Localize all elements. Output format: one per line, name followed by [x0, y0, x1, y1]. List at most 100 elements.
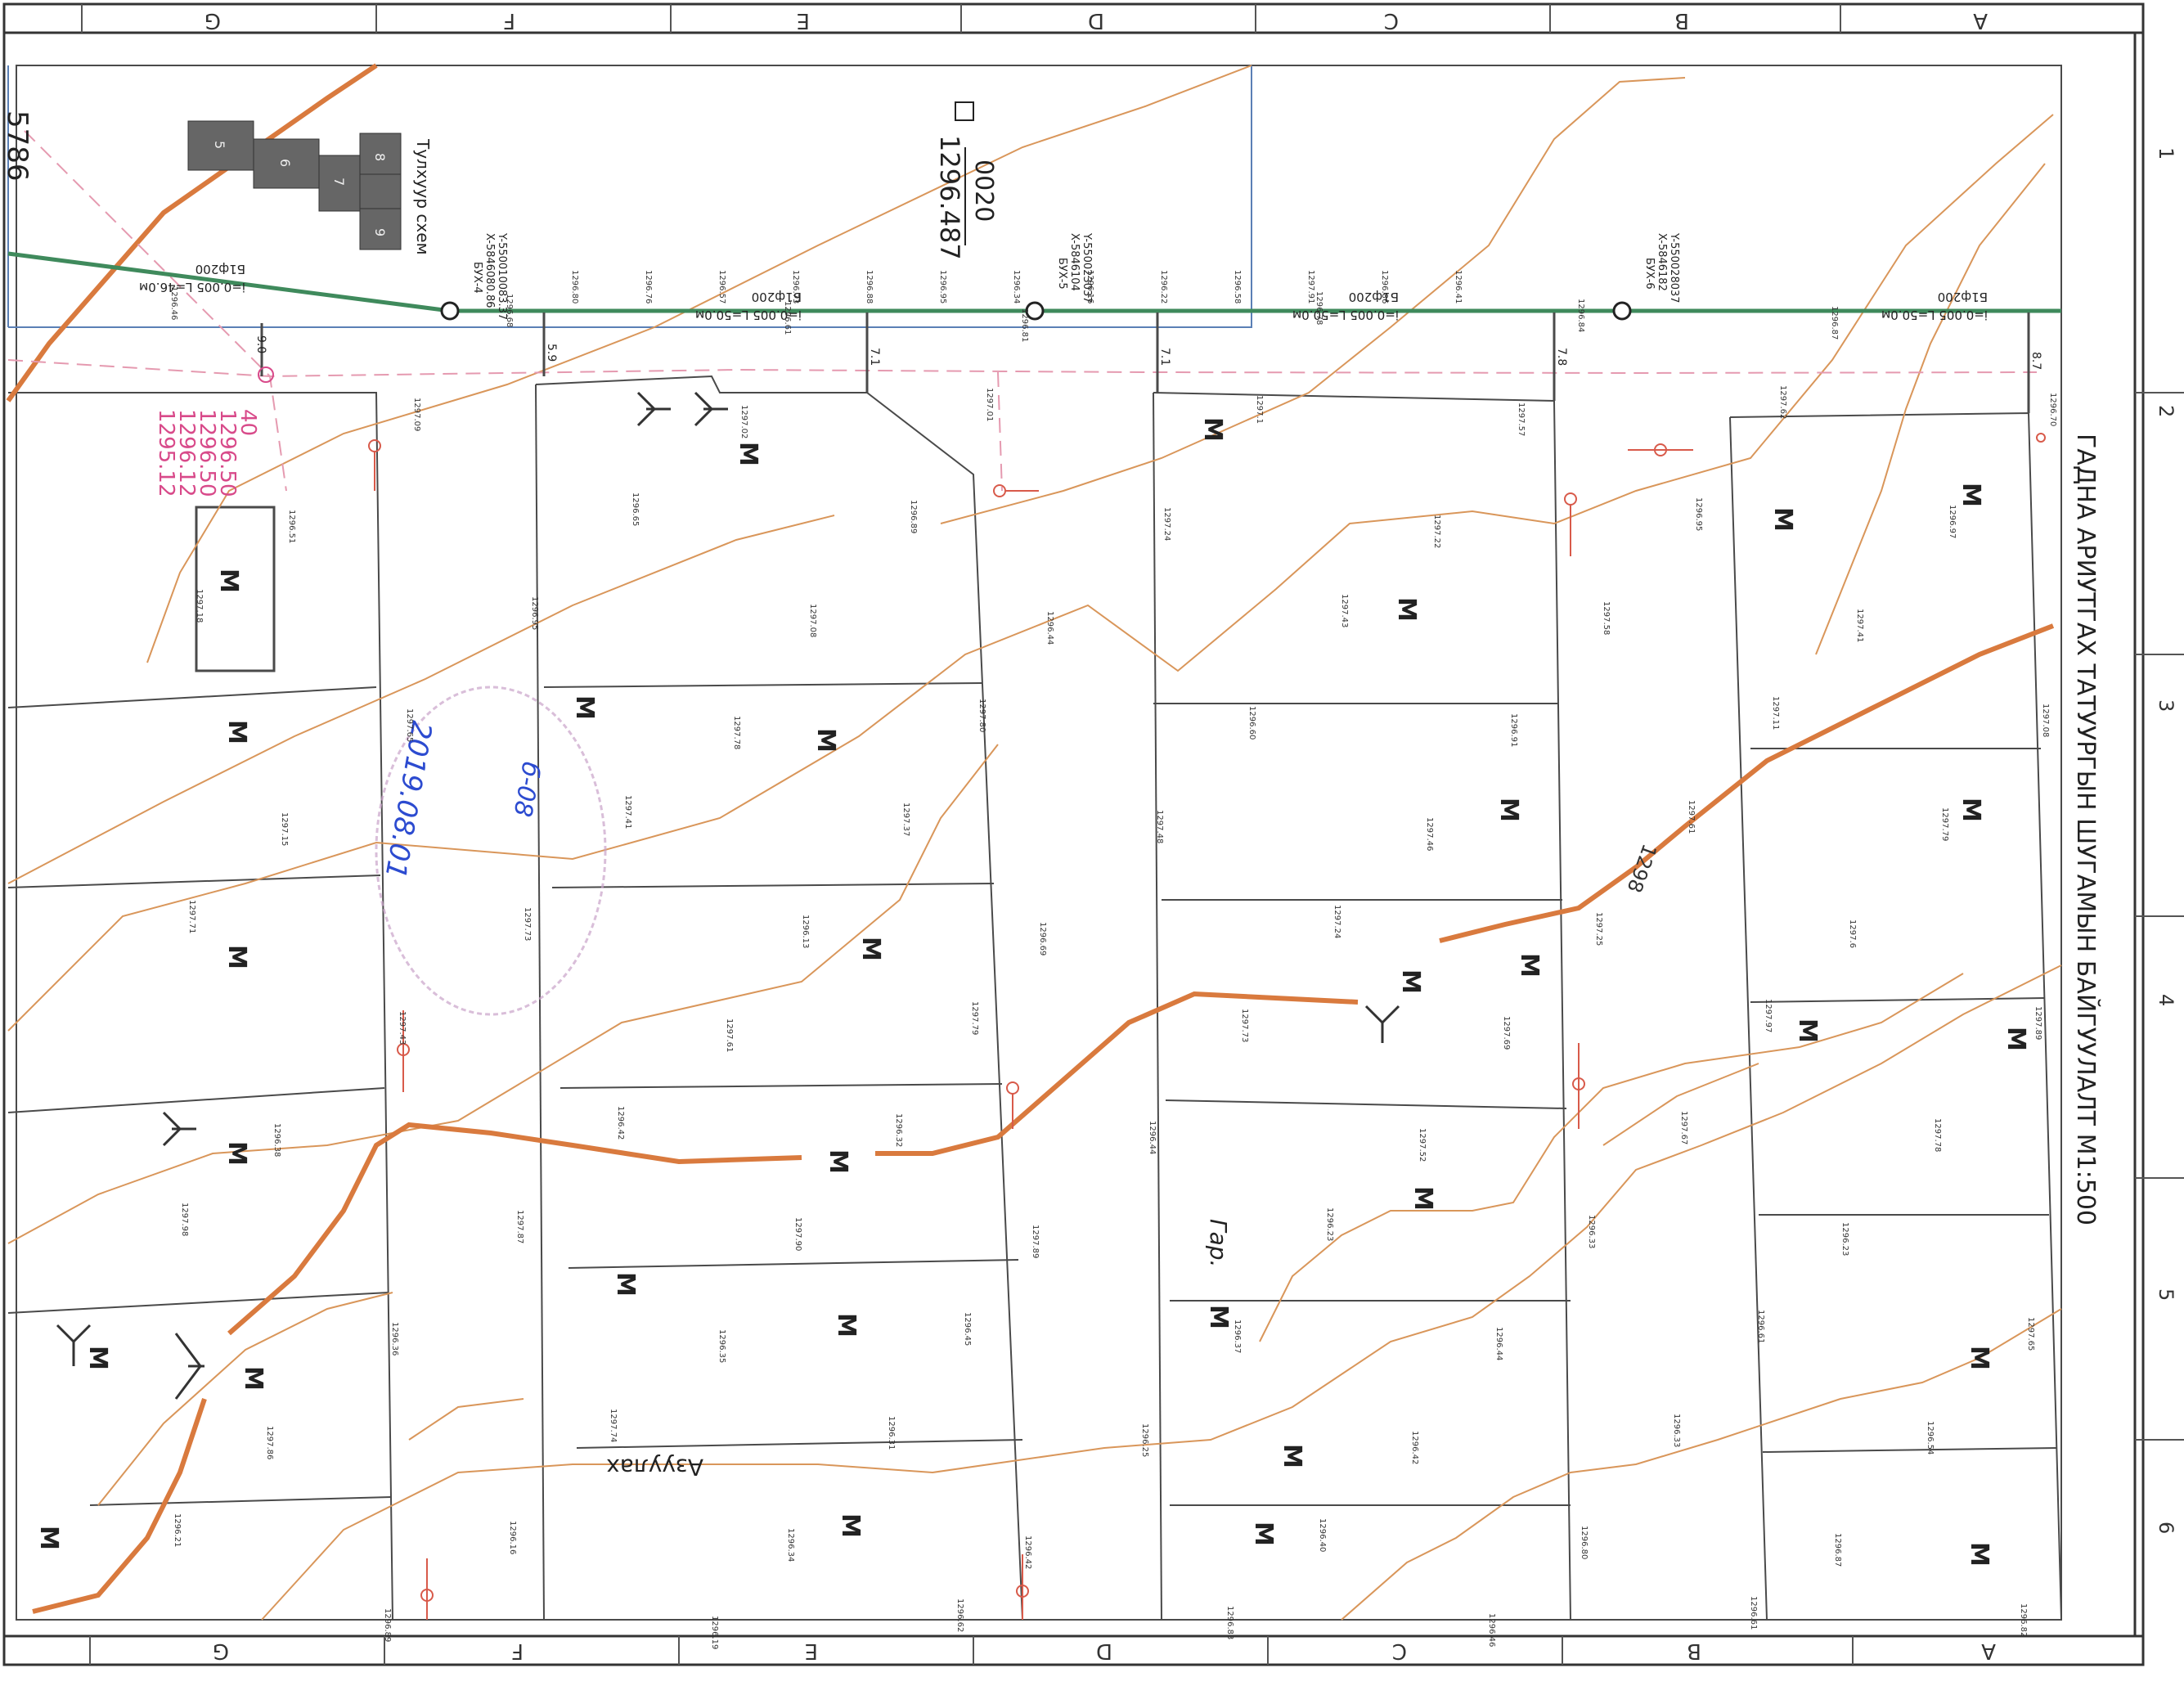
elevation-label: 1296.33 — [1672, 1414, 1681, 1447]
grid-numbers-right: 1 2 3 4 5 6 — [2155, 147, 2177, 1534]
pipe-diameter: Б1ф200 — [1938, 290, 1988, 304]
schema-cell: 7 — [331, 178, 347, 186]
elevation-header: 0020 1296.487 — [934, 101, 998, 260]
elevation-label: 1297.25 — [1594, 912, 1603, 946]
m-label: М — [832, 1313, 861, 1338]
offset-value: 7.1 — [868, 348, 881, 366]
elevation-label: 1296.46 — [1487, 1613, 1496, 1647]
m-label: М — [824, 1149, 852, 1174]
pipe-spec: i=0.005 L=50.0м — [1292, 308, 1399, 322]
well-icon[interactable] — [1612, 301, 1632, 321]
elevation-label: 1296.57 — [717, 270, 726, 303]
elevation-label: 1296.21 — [173, 1513, 182, 1547]
elevation-label: 1297.41 — [1855, 609, 1864, 642]
diagonal-dashed — [24, 130, 287, 492]
m-label: М — [1957, 798, 1985, 822]
m-label: М — [1793, 1018, 1822, 1043]
elevation-label: 1296.22 — [1159, 270, 1168, 303]
well-name: БУХ-5 — [1056, 258, 1068, 290]
m-label: М — [836, 1513, 865, 1538]
elevation-label: 1297.1 — [1255, 395, 1264, 424]
elevation-label: 1296.87 — [1830, 306, 1839, 339]
pink-elevation-stack: 40 1296.50 1296.50 1296.12 1295.12 — [154, 366, 274, 497]
elevation-label: 1296.95 — [1694, 497, 1703, 531]
elevation-label: 1297.43 — [398, 1011, 407, 1045]
stamp-text: 2019.08.01 — [378, 718, 438, 881]
elevation-label: 1297.87 — [515, 1210, 524, 1243]
elevation-label: 1297.89 — [2033, 1006, 2042, 1040]
elevation-label: 1297.18 — [195, 589, 204, 623]
m-label: М — [611, 1272, 640, 1297]
well-x-coord: X-5846080.86 — [483, 233, 496, 308]
elevation-label: 1296.80 — [1580, 1526, 1589, 1559]
well-bux-6[interactable]: БУХ-6 X-5846182 Y-550028037 — [1612, 232, 1680, 321]
elevation-label: 1296.69 — [1038, 922, 1047, 955]
m-label: М — [222, 1141, 251, 1166]
grid-letter: G — [213, 1639, 229, 1663]
well-icon[interactable] — [440, 301, 460, 321]
street-label: Азуулах — [606, 1454, 703, 1481]
elevation-label: 1296.16 — [508, 1521, 517, 1554]
elevation-label: 1296.65 — [631, 492, 640, 526]
offset-value: 8.7 — [2029, 352, 2042, 370]
grid-letter: E — [805, 1639, 818, 1663]
grid-letter: B — [1687, 1639, 1701, 1663]
elevation-label: 1297.69 — [1502, 1016, 1511, 1050]
elevation-label: 1297.91 — [1306, 270, 1315, 303]
pipe-diameter: Б1ф200 — [752, 290, 802, 304]
elevation-label: 1297.48 — [1155, 810, 1164, 843]
well-bux-4[interactable]: БУХ-4 X-5846080.86 Y-550010083.37 — [440, 232, 508, 321]
elevation-label: 1296.61 — [1749, 1596, 1758, 1630]
tree-symbols — [56, 391, 1400, 1400]
elevation-label: 1296.23 — [1840, 1222, 1849, 1256]
grid-number: 5 — [2155, 1288, 2177, 1301]
elevation-label: 1297.80 — [977, 699, 986, 732]
elevation-label: 1296.25 — [1140, 1423, 1149, 1457]
elevation-label: 1296.41 — [1454, 270, 1463, 303]
m-label: М — [222, 720, 251, 744]
building-outline — [195, 506, 276, 672]
schema-cell: 9 — [372, 228, 388, 236]
elevation-label: 1297.67 — [1679, 1111, 1688, 1144]
pipe-spec: i=0.005 L=50.0м — [1881, 308, 1988, 322]
m-label: М — [1249, 1522, 1278, 1546]
elevation-label: 1296.61 — [783, 301, 792, 335]
m-label: М — [1957, 483, 1985, 507]
red-markers — [368, 433, 2046, 1620]
elevation-label: 1297.71 — [187, 900, 196, 933]
well-bux-5[interactable]: БУХ-5 X-5846104 Y-550023037 — [1025, 232, 1093, 321]
grid-letter: G — [204, 8, 221, 33]
elevation-label: 1296.33 — [1587, 1215, 1596, 1248]
m-label: М — [1965, 1346, 1993, 1370]
pink-value: 1296.50 — [215, 409, 240, 497]
elevation-label: 1297.24 — [1162, 507, 1171, 541]
grid-letter: D — [1088, 8, 1104, 33]
elevation-label: 1297.08 — [2041, 704, 2050, 737]
well-icon[interactable] — [1025, 301, 1045, 321]
elevation-label: 1296.89 — [909, 500, 918, 533]
m-label: М — [1965, 1542, 1993, 1567]
elevation-label: 1297.74 — [609, 1409, 618, 1442]
branch-dashed — [997, 371, 1003, 492]
contours-thick — [6, 63, 2055, 1614]
elevation-label: 1296.46 — [169, 286, 178, 320]
offset-value: 5.9 — [545, 344, 558, 362]
bottom-grid-ticks — [89, 1636, 1854, 1665]
elevation-label: 1296.44 — [1045, 611, 1054, 645]
grid-number: 6 — [2155, 1522, 2177, 1534]
m-label: М — [2002, 1027, 2030, 1051]
elevation-label: 1297.11 — [1771, 696, 1780, 730]
m-label: М — [83, 1346, 112, 1370]
elevation-label: 1296.60 — [1247, 706, 1256, 740]
elevation-label: 1297.15 — [280, 812, 289, 846]
elevation-points: 1296.46 1296.68 1296.61 1296.81 1296.78 1296.… — [169, 270, 2057, 1649]
schema-cell: 6 — [277, 159, 293, 167]
parcel-outline-blue — [7, 65, 1252, 328]
offset-value: 9.0 — [254, 335, 267, 353]
elevation-label: 1296.62 — [955, 1598, 964, 1632]
elevation-label: 1296.42 — [616, 1106, 625, 1140]
elevation-label: 1296.34 — [786, 1528, 795, 1562]
elevation-label: 1297.09 — [412, 398, 421, 431]
